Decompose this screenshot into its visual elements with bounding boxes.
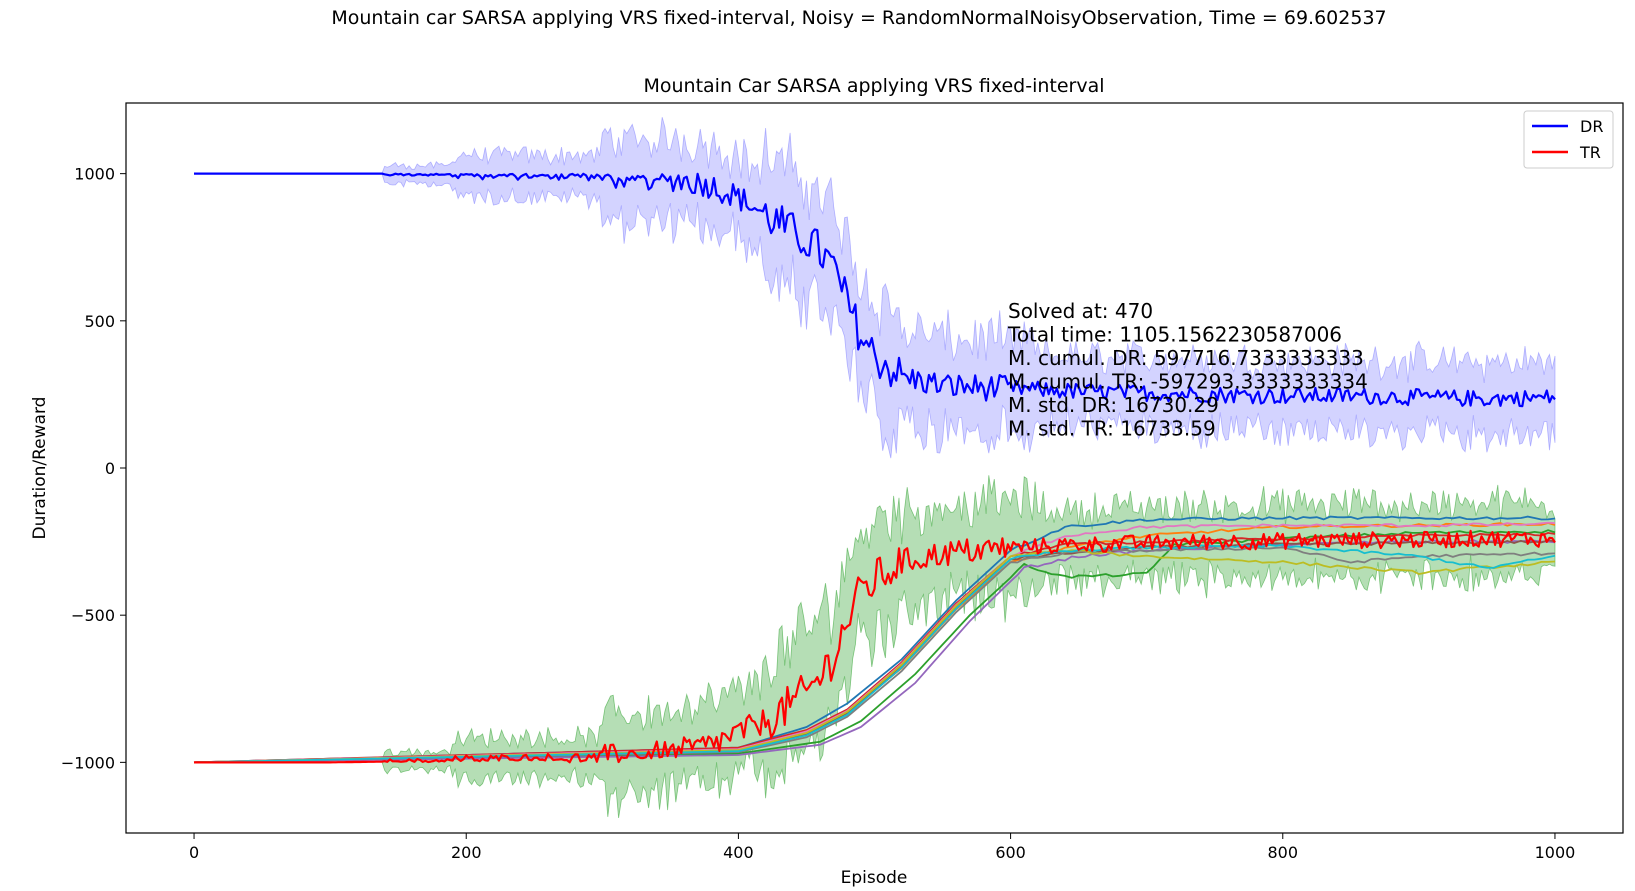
annotation-line: M. cumul. TR: -597293.3333333334 (1008, 370, 1368, 394)
annotation-line: M. cumul. DR: 597716.7333333333 (1008, 346, 1364, 370)
y-tick-label: 500 (84, 312, 115, 331)
tr-band (194, 475, 1556, 819)
annotation-line: Solved at: 470 (1008, 299, 1153, 323)
dr-band (194, 117, 1556, 459)
plot-frame (125, 102, 1624, 834)
band-layer (194, 117, 1556, 819)
legend-label-tr: TR (1579, 143, 1601, 162)
y-tick-label: 0 (105, 459, 115, 478)
run-line-10 (193, 543, 1556, 764)
runs-layer (193, 515, 1556, 764)
x-tick-label: 200 (451, 843, 482, 862)
x-tick-label: 400 (723, 843, 754, 862)
x-axis-label: Episode (841, 868, 908, 888)
x-axis: 0 200 400 600 800 1000 (189, 833, 1575, 862)
y-tick-label: −500 (71, 606, 115, 625)
annotation-line: M. std. DR: 16730.29 (1008, 393, 1219, 417)
y-axis: −1000 −500 0 500 1000 (61, 165, 126, 772)
x-tick-label: 600 (995, 843, 1026, 862)
x-tick-label: 0 (189, 843, 199, 862)
x-tick-label: 800 (1267, 843, 1298, 862)
figure-suptitle: Mountain car SARSA applying VRS fixed-in… (331, 7, 1386, 29)
chart-title: Mountain Car SARSA applying VRS fixed-in… (643, 75, 1104, 97)
y-axis-label: Duration/Reward (30, 397, 50, 540)
x-tick-label: 1000 (1535, 843, 1576, 862)
legend-label-dr: DR (1580, 117, 1603, 136)
annotation-line: M. std. TR: 16733.59 (1008, 417, 1216, 441)
annotation-line: Total time: 1105.1562230587006 (1007, 323, 1342, 347)
dr-line (194, 172, 1556, 408)
series-layer (194, 172, 1556, 764)
tr-line (194, 529, 1556, 764)
legend: DR TR (1523, 110, 1614, 169)
y-tick-label: −1000 (61, 753, 115, 772)
y-tick-label: 1000 (74, 165, 115, 184)
